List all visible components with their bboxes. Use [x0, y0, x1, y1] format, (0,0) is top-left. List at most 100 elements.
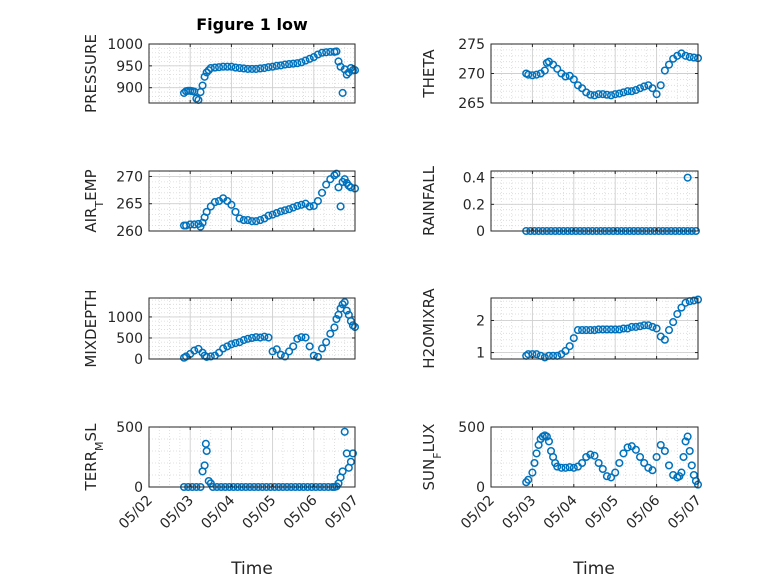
data-point — [219, 62, 228, 71]
data-point — [210, 63, 219, 72]
data-point — [644, 463, 653, 472]
y-axis-label: RAINFALL — [420, 165, 438, 236]
data-point — [619, 449, 628, 458]
y-tick-label: 500 — [116, 331, 143, 347]
y-axis-label: AIRTEMP — [82, 169, 106, 232]
data-point — [578, 326, 587, 335]
data-point — [313, 50, 322, 59]
data-point — [342, 306, 351, 315]
data-point — [285, 60, 294, 69]
data-point — [619, 88, 628, 97]
data-point — [652, 90, 661, 99]
data-point — [590, 451, 599, 460]
data-point — [565, 342, 574, 351]
data-point — [611, 468, 620, 477]
data-point — [186, 220, 195, 229]
data-point — [677, 468, 686, 477]
data-point — [210, 198, 219, 207]
x-tick-label: 05/05 — [240, 493, 280, 533]
data-point — [200, 461, 209, 470]
y-tick-label: 1000 — [107, 310, 143, 326]
data-point — [235, 338, 244, 347]
x-tick-label: 05/06 — [281, 492, 321, 532]
data-point — [669, 318, 678, 327]
data-point — [309, 201, 318, 210]
x-tick-label: 05/07 — [322, 493, 362, 533]
data-point — [346, 457, 355, 466]
data-point — [285, 347, 294, 356]
data-point — [272, 208, 281, 218]
data-point — [586, 450, 595, 459]
data-point — [268, 62, 277, 71]
y-tick-label: 0.2 — [463, 197, 485, 213]
subplot-3: 260 265 270 AIRTEMP — [82, 169, 360, 240]
data-point — [569, 334, 578, 343]
data-point — [594, 90, 603, 99]
data-point — [289, 342, 298, 351]
data-point — [553, 64, 562, 73]
data-point — [582, 88, 591, 97]
data-point — [582, 452, 591, 462]
data-point — [648, 322, 657, 331]
data-point — [268, 210, 277, 219]
y-tick-label: 0 — [134, 352, 143, 368]
data-point — [338, 467, 347, 476]
data-point — [623, 443, 632, 452]
data-point — [322, 48, 331, 57]
data-point — [276, 61, 285, 70]
data-point — [635, 452, 645, 462]
data-point — [615, 325, 624, 334]
data-point — [619, 324, 628, 333]
data-point — [685, 52, 694, 62]
data-point — [260, 332, 269, 341]
data-point — [346, 183, 355, 192]
data-point — [569, 75, 578, 84]
data-point — [532, 449, 541, 458]
data-point — [214, 63, 224, 72]
data-point — [590, 326, 599, 335]
data-point — [524, 475, 533, 484]
data-point — [569, 463, 578, 472]
data-point — [206, 352, 215, 361]
data-point — [332, 169, 341, 178]
data-point — [305, 342, 314, 351]
data-point — [346, 63, 355, 73]
data-point — [202, 446, 211, 456]
x-tick-label: 05/07 — [665, 493, 705, 533]
x-tick-label: 05/03 — [499, 493, 539, 533]
data-point — [561, 346, 570, 356]
x-tick-label: 05/06 — [624, 492, 664, 532]
data-point — [586, 90, 595, 99]
data-point — [532, 70, 541, 79]
data-point — [594, 325, 603, 334]
y-tick-label: 0 — [476, 224, 485, 240]
subplot-8: 0 500 05/02 05/03 05/04 05/05 05/06 05/07 SUNFLU… — [420, 420, 705, 532]
data-point — [677, 49, 686, 58]
data-point — [322, 338, 331, 347]
data-point — [338, 88, 347, 97]
data-point — [340, 427, 349, 436]
data-point — [301, 333, 310, 342]
data-point — [590, 91, 599, 100]
data-point — [681, 437, 690, 446]
data-point — [530, 458, 539, 468]
data-point — [297, 333, 306, 342]
x-tick-label: 05/02 — [116, 493, 156, 533]
x-tick-label: 05/04 — [541, 492, 581, 532]
data-point — [664, 461, 674, 470]
data-point — [673, 310, 682, 319]
data-point — [681, 51, 690, 60]
data-point — [528, 71, 537, 80]
data-point — [252, 217, 261, 226]
data-point — [206, 63, 215, 73]
data-point — [264, 211, 273, 220]
data-point — [635, 84, 645, 93]
data-point — [611, 325, 620, 334]
data-point — [607, 325, 616, 334]
data-point — [239, 336, 248, 345]
data-point — [332, 314, 341, 324]
data-point — [342, 70, 351, 79]
data-point — [301, 56, 310, 65]
data-point — [631, 445, 640, 454]
data-point — [627, 87, 636, 96]
